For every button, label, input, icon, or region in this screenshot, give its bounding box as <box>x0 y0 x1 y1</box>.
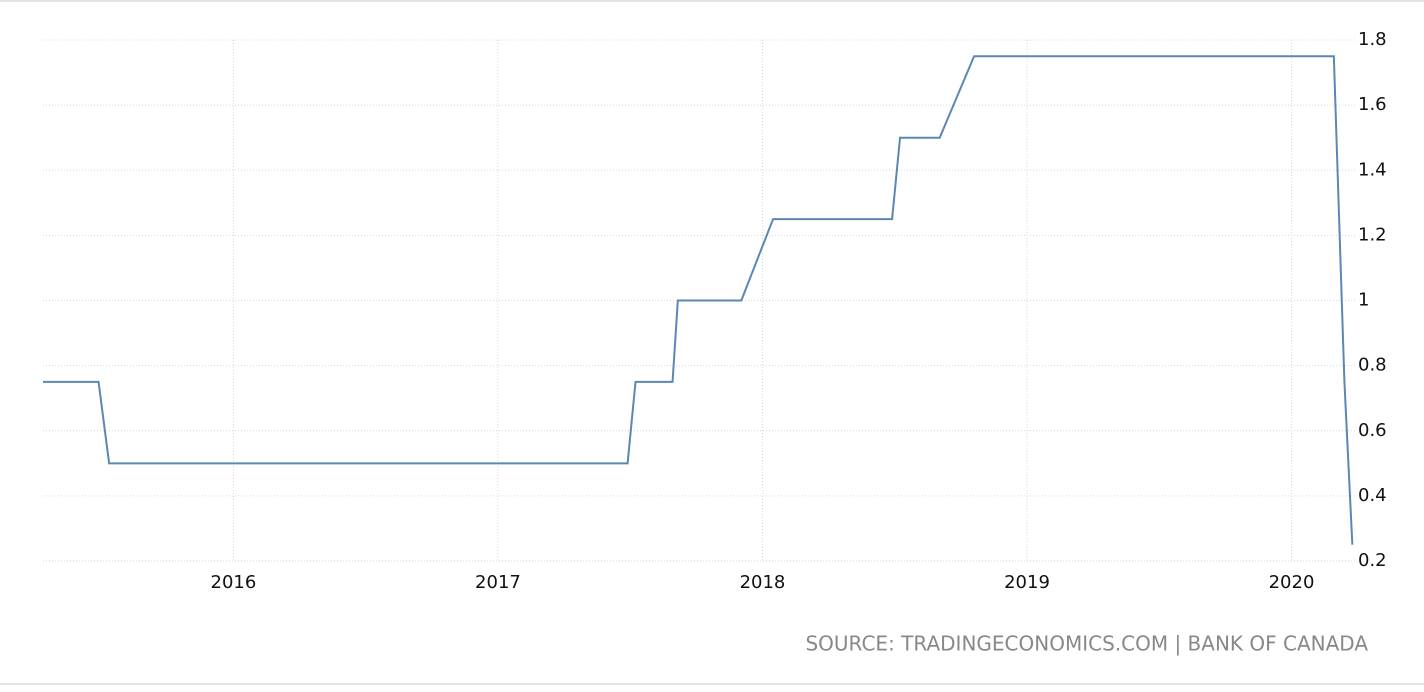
y-tick-label: 0.8 <box>1358 355 1387 376</box>
y-tick-label: 1 <box>1358 290 1369 311</box>
x-tick-label: 2019 <box>1004 572 1050 593</box>
source-note: SOURCE: TRADINGECONOMICS.COM | BANK OF C… <box>805 632 1368 656</box>
y-tick-label: 1.2 <box>1358 224 1387 245</box>
y-tick-label: 0.2 <box>1358 550 1387 571</box>
y-tick-label: 1.4 <box>1358 159 1387 180</box>
x-tick-label: 2017 <box>475 572 521 593</box>
y-tick-label: 1.6 <box>1358 94 1387 115</box>
y-tick-label: 0.4 <box>1358 485 1387 506</box>
x-tick-label: 2020 <box>1269 572 1315 593</box>
x-tick-label: 2016 <box>211 572 257 593</box>
data-line <box>43 55 1354 545</box>
y-tick-label: 1.8 <box>1358 29 1387 50</box>
y-tick-label: 0.6 <box>1358 420 1387 441</box>
x-tick-label: 2018 <box>740 572 786 593</box>
